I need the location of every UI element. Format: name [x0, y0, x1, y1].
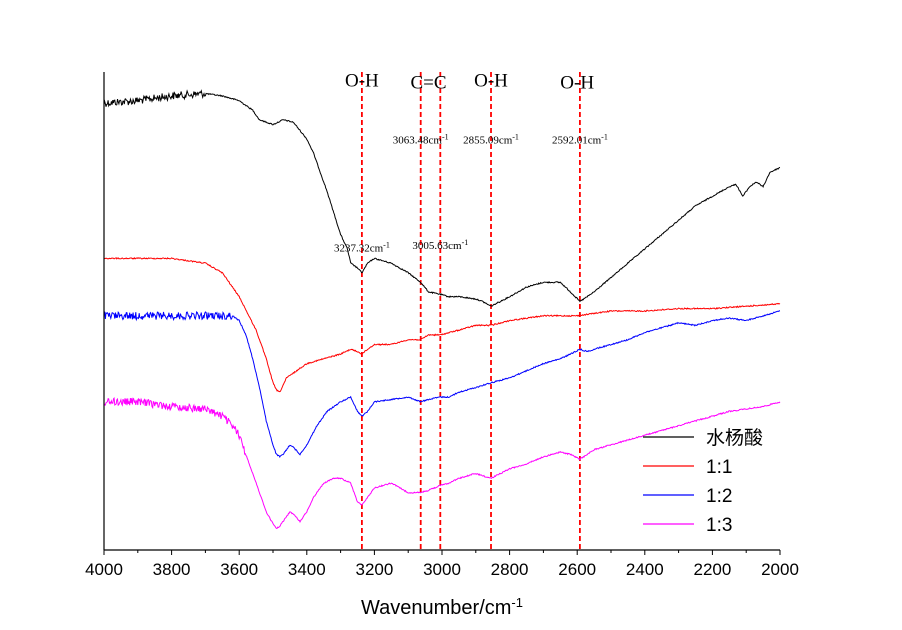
x-tick-label: 3200	[355, 560, 393, 579]
x-tick-label: 2000	[761, 560, 799, 579]
peak-label: 2855.09cm-1	[463, 132, 519, 147]
x-tick-label: 3600	[220, 560, 258, 579]
legend-label: 1:2	[706, 486, 732, 507]
x-tick-label: 2800	[491, 560, 529, 579]
annotations: O-H C=C O-H O-H 3063.48cm-1 2855.09cm-1 2592.0…	[334, 70, 608, 254]
x-axis-title: Wavenumber/cm-1	[361, 595, 523, 620]
peak-label: 3237.32cm-1	[334, 240, 390, 255]
x-tick-label: 2400	[626, 560, 664, 579]
axes	[103, 72, 780, 551]
x-tick-label: 2200	[693, 560, 731, 579]
spectra-series	[103, 89, 781, 529]
legend-label: 1:1	[706, 457, 732, 478]
series-line	[103, 396, 781, 529]
legend-label: 水杨酸	[706, 427, 763, 449]
band-label: O-H	[474, 70, 508, 91]
series-line	[103, 257, 781, 393]
x-tick-label: 2600	[558, 560, 596, 579]
x-ticks: 4000 3800 3600 3400 3200 3000 2800 2600 2400 2200…	[85, 550, 799, 579]
x-tick-label: 3400	[288, 560, 326, 579]
peak-label: 2592.01cm-1	[552, 132, 608, 147]
band-label: O-H	[345, 70, 379, 91]
legend: 水杨酸 1:1 1:2 1:3	[643, 427, 763, 536]
legend-label: 1:3	[706, 515, 732, 536]
series-line	[103, 89, 781, 307]
band-label: O-H	[560, 73, 594, 94]
series-line	[103, 310, 781, 459]
peak-label: 3063.48cm-1	[393, 132, 449, 147]
x-tick-label: 4000	[85, 560, 123, 579]
peak-label: 3005.63cm-1	[412, 237, 468, 252]
x-tick-label: 3000	[423, 560, 461, 579]
x-tick-label: 3800	[153, 560, 191, 579]
band-label: C=C	[410, 73, 446, 94]
